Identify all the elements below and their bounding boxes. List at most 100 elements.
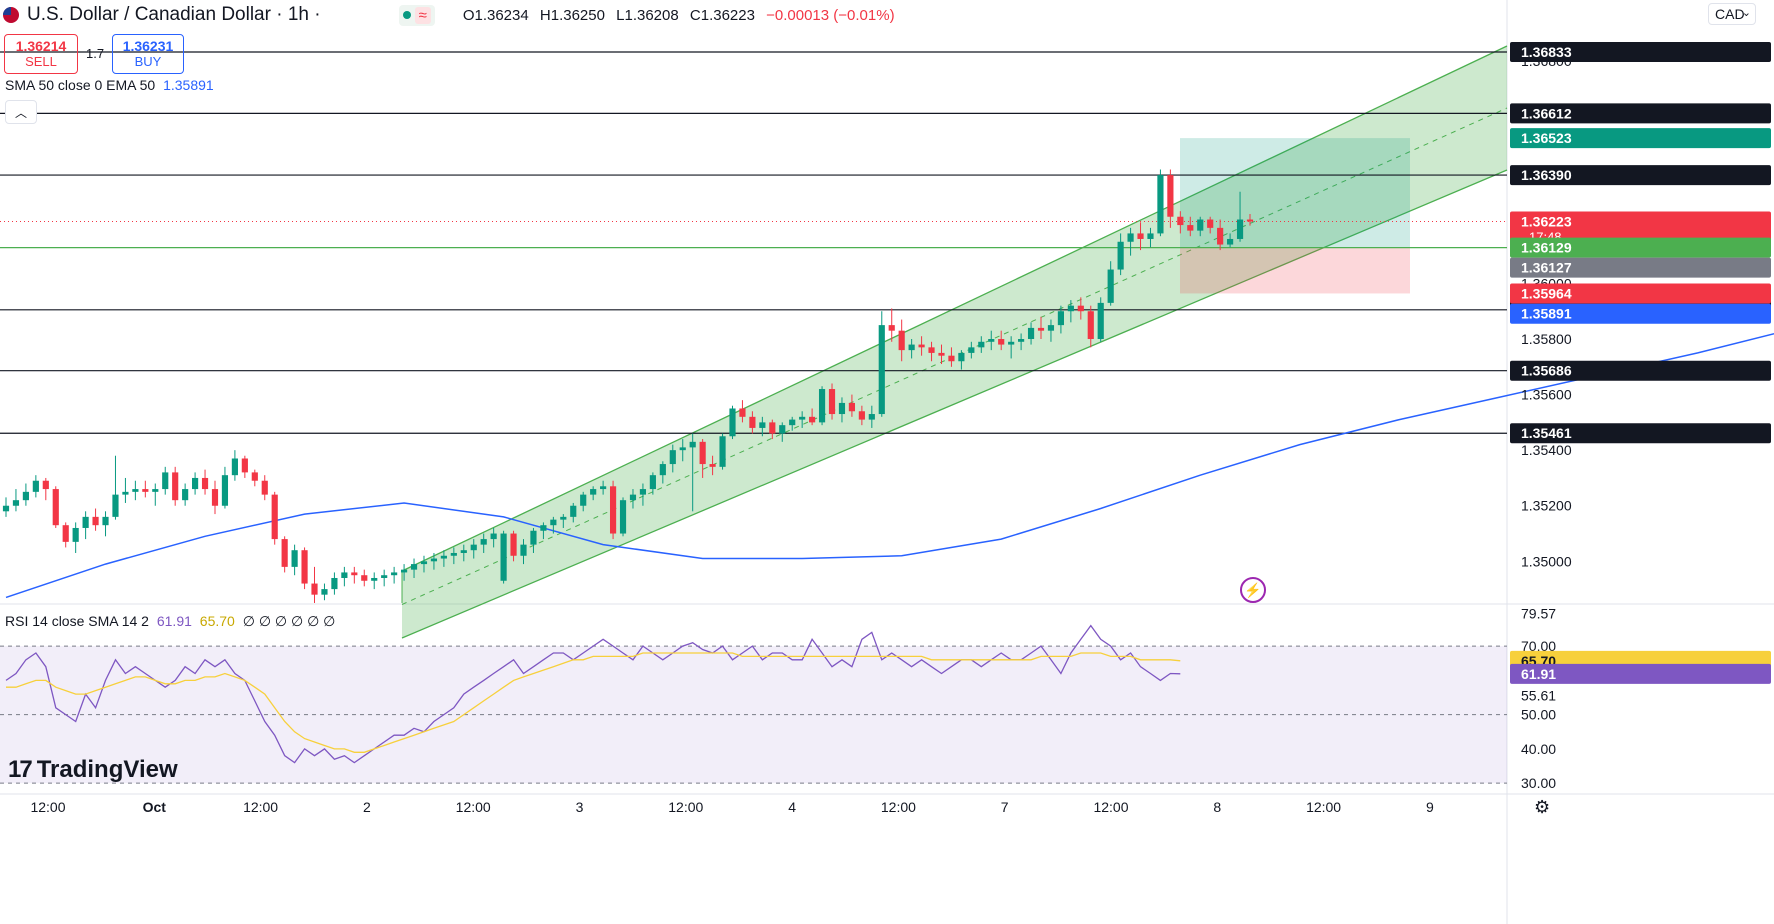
position-target-zone — [1180, 138, 1410, 248]
candle-body — [828, 389, 836, 415]
time-tick-label: 4 — [788, 799, 796, 815]
candle-body — [32, 480, 39, 492]
candle-body — [162, 472, 169, 490]
buy-price: 1.36231 — [122, 38, 174, 54]
time-tick-label: 9 — [1426, 799, 1434, 815]
ma-legend-value: 1.35891 — [163, 77, 214, 93]
regression-channel — [402, 46, 1507, 638]
ma-legend[interactable]: SMA 50 close 0 EMA 50 1.35891 — [5, 77, 214, 93]
channel-upper-line — [401, 45, 1508, 572]
candle-body — [679, 447, 686, 451]
candle-body — [818, 389, 826, 423]
lightning-icon[interactable]: ⚡ — [1240, 577, 1266, 603]
time-tick-label: 12:00 — [668, 799, 703, 815]
tradingview-logo[interactable]: 17 TradingView — [8, 756, 178, 784]
rsi-legend-value: 61.91 — [156, 613, 192, 629]
candle-body — [998, 339, 1005, 345]
candle-body — [361, 575, 368, 581]
candle-body — [1227, 238, 1234, 245]
candle-body — [182, 489, 189, 501]
candle-body — [331, 577, 338, 590]
candle-body — [948, 355, 955, 362]
candle-body — [52, 489, 59, 526]
candle-body — [669, 450, 676, 465]
candle-body — [629, 494, 637, 501]
candle-body — [2, 505, 10, 512]
candle-body — [1057, 311, 1064, 326]
candle-body — [1037, 327, 1045, 331]
candle-body — [988, 339, 995, 342]
candle-body — [699, 441, 706, 465]
close-label: C — [689, 6, 701, 24]
price-tick-label: 1.35600 — [1521, 387, 1572, 403]
candle-body — [1047, 325, 1055, 331]
candle-body — [82, 516, 89, 528]
candle-body — [12, 500, 20, 506]
level-price-label: 1.36390 — [1521, 167, 1572, 183]
candle-body — [1117, 241, 1124, 270]
buy-button[interactable]: 1.36231 BUY — [112, 34, 184, 74]
level-price-label-bg — [1510, 165, 1771, 186]
rsi-pane — [0, 605, 1507, 790]
tradingview-mark-icon: 17 — [8, 756, 33, 783]
candle-body — [958, 352, 965, 362]
target-price-label-bg — [1510, 128, 1771, 149]
candle-body — [759, 422, 766, 428]
candle-body — [251, 472, 258, 481]
candle-body — [92, 516, 99, 526]
stop-price-label-bg — [1510, 283, 1771, 304]
candle-body — [201, 477, 209, 490]
time-tick-label: 12:00 — [1093, 799, 1128, 815]
candle-body — [928, 347, 935, 353]
candle-body — [381, 575, 388, 578]
sell-button[interactable]: 1.36214 SELL — [4, 34, 78, 74]
wave-icon: ≈ — [414, 6, 431, 24]
collapse-legend-button[interactable]: ︿ — [5, 100, 37, 124]
candle-body — [609, 486, 617, 534]
symbol-legend: U.S. Dollar / Canadian Dollar · 1h · ≈ O… — [0, 0, 902, 30]
candle-body — [261, 480, 268, 495]
candle-body — [311, 583, 318, 595]
candle-body — [1236, 219, 1244, 239]
candle-body — [649, 475, 656, 490]
position-stop-zone — [1180, 247, 1410, 294]
rsi-line — [5, 624, 1181, 764]
high-label: H — [539, 6, 551, 24]
candle-body — [42, 480, 49, 490]
open-label: O — [462, 6, 475, 24]
time-tick-label: 12:00 — [456, 799, 491, 815]
candle-body — [580, 494, 587, 506]
rsi-tick-label: 30.00 — [1521, 775, 1556, 791]
candle-body — [978, 341, 985, 348]
candle-body — [799, 416, 806, 420]
candle-body — [1217, 227, 1224, 245]
candle-body — [540, 525, 547, 531]
candle-body — [868, 414, 875, 420]
candle-body — [420, 561, 428, 565]
candle-body — [152, 489, 159, 492]
time-tick-label: 12:00 — [30, 799, 65, 815]
candle-body — [1137, 233, 1144, 239]
price-tick-label: 1.35200 — [1521, 498, 1572, 514]
candle-body — [321, 589, 328, 595]
last-price-label-bg — [1510, 211, 1771, 246]
rsi-legend[interactable]: RSI 14 close SMA 14 2 61.91 65.70 ∅ ∅ ∅ … — [5, 613, 335, 630]
candle-body — [530, 530, 537, 545]
candle-body — [510, 533, 517, 556]
symbol-title[interactable]: U.S. Dollar / Canadian Dollar · 1h · — [27, 4, 321, 25]
settings-gear-icon[interactable]: ⚙ — [1534, 797, 1551, 817]
candle-body — [619, 500, 627, 534]
ma-legend-label: SMA 50 close 0 EMA 50 — [5, 77, 156, 93]
candle-body — [1207, 219, 1214, 228]
stop-price-label: 1.35964 — [1521, 285, 1572, 301]
candle-body — [769, 422, 776, 434]
candle-body — [689, 441, 696, 448]
time-tick-label: 12:00 — [243, 799, 278, 815]
currency-selector[interactable]: CAD ⌄ — [1708, 3, 1756, 25]
price-tick-label: 1.35800 — [1521, 331, 1572, 347]
change-value: −0.00013 (−0.01%) — [766, 6, 895, 24]
rsi-sma-line — [6, 652, 1181, 753]
candle-body — [809, 416, 816, 423]
chevron-up-icon: ︿ — [14, 105, 27, 120]
